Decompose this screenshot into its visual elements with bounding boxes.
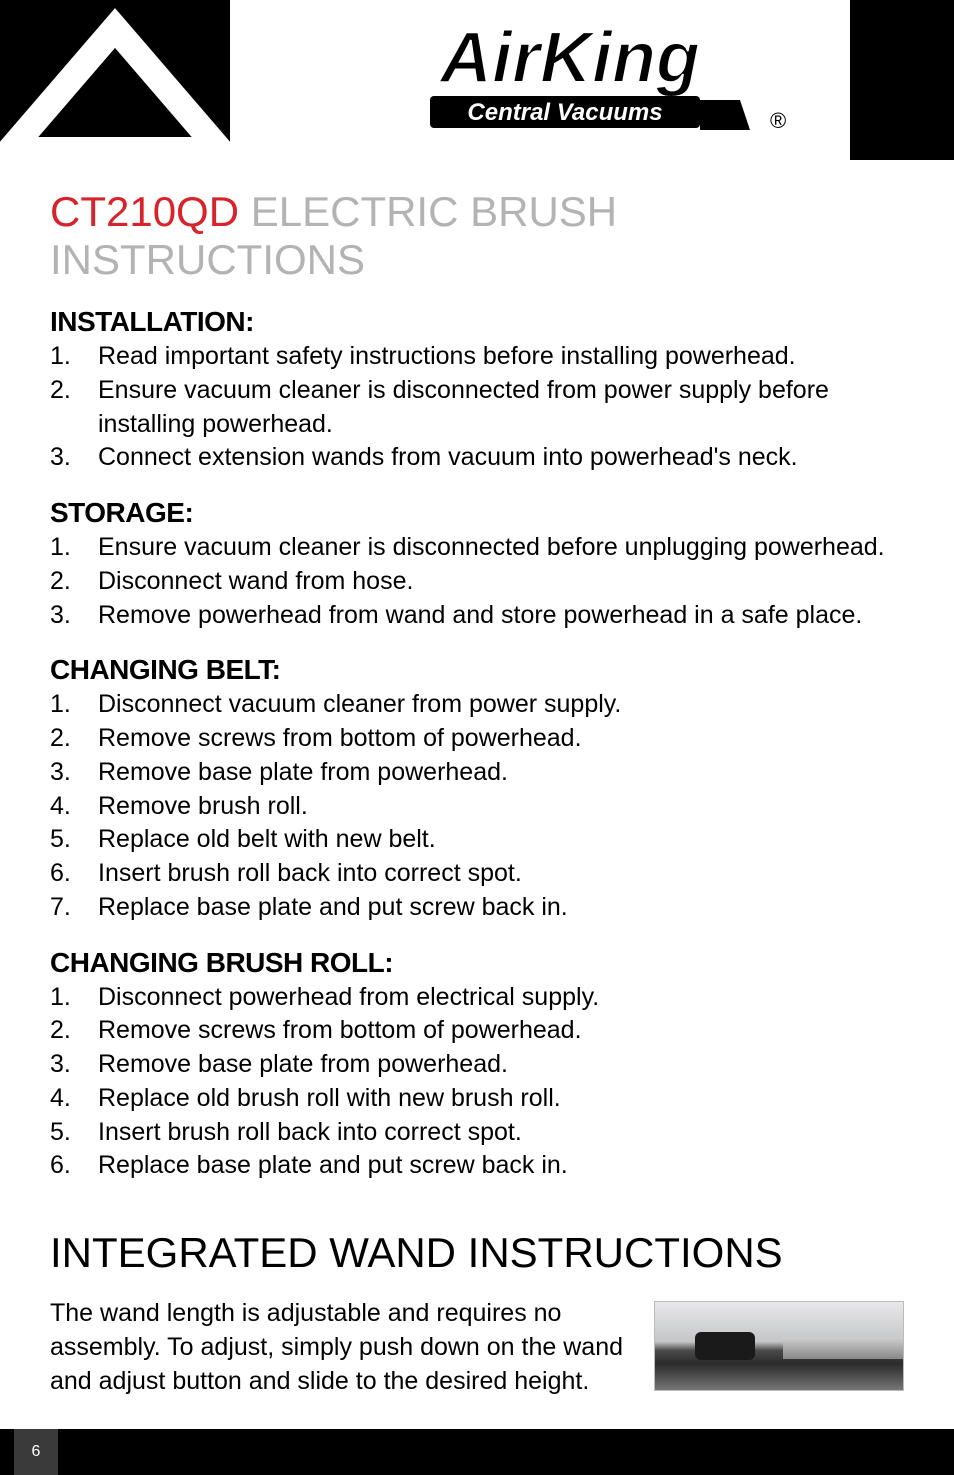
page-footer: 6 xyxy=(0,1429,954,1475)
header-right-black xyxy=(850,0,954,160)
wand-paragraph: The wand length is adjustable and requir… xyxy=(50,1297,634,1398)
list-item: Ensure vacuum cleaner is disconnected fr… xyxy=(50,374,904,442)
brand-logo: AirKing Central Vacuums ® xyxy=(290,0,850,160)
list-item: Disconnect vacuum cleaner from power sup… xyxy=(50,688,904,722)
page-number: 6 xyxy=(14,1429,58,1475)
trademark-icon: ® xyxy=(770,108,786,133)
list-item: Ensure vacuum cleaner is disconnected be… xyxy=(50,531,904,565)
list-item: Disconnect wand from hose. xyxy=(50,565,904,599)
heading-changing-brush-roll: CHANGING BRUSH ROLL: xyxy=(50,947,904,979)
list-item: Connect extension wands from vacuum into… xyxy=(50,441,904,475)
list-item: Insert brush roll back into correct spot… xyxy=(50,1116,904,1150)
list-item: Remove brush roll. xyxy=(50,790,904,824)
heading-installation: INSTALLATION: xyxy=(50,306,904,338)
heading-changing-belt: CHANGING BELT: xyxy=(50,654,904,686)
list-item: Replace old belt with new belt. xyxy=(50,823,904,857)
list-installation: Read important safety instructions befor… xyxy=(50,340,904,475)
list-storage: Ensure vacuum cleaner is disconnected be… xyxy=(50,531,904,632)
header-bar: AirKing Central Vacuums ® xyxy=(0,0,954,160)
wand-row: The wand length is adjustable and requir… xyxy=(50,1297,904,1398)
list-belt: Disconnect vacuum cleaner from power sup… xyxy=(50,688,904,924)
header-spacer xyxy=(230,0,290,160)
list-item: Remove base plate from powerhead. xyxy=(50,1048,904,1082)
list-item: Replace base plate and put screw back in… xyxy=(50,891,904,925)
list-item: Replace old brush roll with new brush ro… xyxy=(50,1082,904,1116)
list-item: Read important safety instructions befor… xyxy=(50,340,904,374)
list-item: Remove screws from bottom of powerhead. xyxy=(50,1014,904,1048)
list-item: Disconnect powerhead from electrical sup… xyxy=(50,981,904,1015)
heading-storage: STORAGE: xyxy=(50,497,904,529)
list-item: Remove powerhead from wand and store pow… xyxy=(50,599,904,633)
list-item: Replace base plate and put screw back in… xyxy=(50,1149,904,1183)
brand-name-text: AirKing xyxy=(438,18,700,98)
list-brush-roll: Disconnect powerhead from electrical sup… xyxy=(50,981,904,1184)
list-item: Insert brush roll back into correct spot… xyxy=(50,857,904,891)
title-integrated-wand: INTEGRATED WAND INSTRUCTIONS xyxy=(50,1229,904,1277)
wand-photo xyxy=(654,1301,904,1391)
list-item: Remove base plate from powerhead. xyxy=(50,756,904,790)
brand-sub-text: Central Vacuums xyxy=(467,99,662,126)
model-number: CT210QD xyxy=(50,188,239,235)
list-item: Remove screws from bottom of powerhead. xyxy=(50,722,904,756)
header-triangle-logo xyxy=(0,0,230,160)
page-content: CT210QD ELECTRIC BRUSH INSTRUCTIONS INST… xyxy=(0,160,954,1398)
title-electric-brush: CT210QD ELECTRIC BRUSH INSTRUCTIONS xyxy=(50,188,904,284)
